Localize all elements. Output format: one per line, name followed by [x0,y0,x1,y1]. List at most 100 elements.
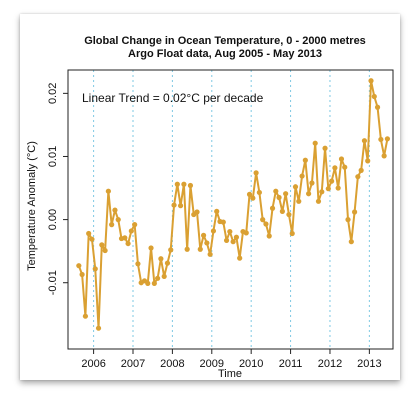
data-point-86 [358,167,364,173]
data-point-71 [309,180,315,186]
data-point-5 [92,266,98,272]
data-point-40 [207,251,213,257]
data-point-76 [325,186,331,192]
y-axis: -0.01 0.00 0.01 0.02 [47,83,68,295]
data-point-4 [89,236,95,242]
series-point-group [76,78,391,331]
data-point-82 [345,217,351,223]
y-tick-label-2: 0.01 [47,146,59,167]
data-point-24 [155,275,161,281]
data-point-61 [276,194,282,201]
data-point-21 [145,280,151,286]
data-point-28 [168,247,174,253]
data-point-22 [148,245,154,251]
grid-lines [93,70,370,349]
data-point-6 [95,325,102,331]
data-point-7 [99,242,105,248]
x-tick-label-2010: 2010 [239,358,263,370]
data-point-78 [332,165,338,171]
x-axis-label: Time [218,368,242,380]
x-tick-label-2009: 2009 [200,358,224,370]
data-point-25 [158,256,164,262]
data-point-72 [312,140,318,146]
data-point-32 [181,181,187,187]
data-point-75 [322,145,328,151]
data-point-68 [299,173,305,179]
data-point-45 [223,237,230,244]
data-point-10 [109,222,115,228]
data-point-79 [335,185,341,191]
data-point-30 [174,181,180,187]
x-tick-label-2012: 2012 [318,358,342,370]
y-tick-label-1: 0.00 [47,209,59,230]
data-point-59 [269,205,276,211]
chart-svg: Global Change in Ocean Temperature, 0 - … [26,35,394,380]
data-point-62 [279,208,285,214]
data-point-0 [76,263,82,269]
data-point-38 [200,232,207,238]
data-point-93 [381,153,387,159]
plot-frame [67,69,394,350]
data-point-53 [250,195,256,201]
data-point-54 [253,170,259,176]
data-point-39 [204,240,210,246]
data-point-9 [105,188,111,194]
data-point-66 [292,184,299,190]
chart-title: Global Change in Ocean Temperature, 0 - … [84,35,366,47]
data-point-2 [82,313,89,319]
data-point-34 [187,182,194,189]
data-point-89 [368,78,374,84]
x-axis: 2006 2007 2008 2009 2010 2011 2012 2013 [81,349,382,370]
data-point-27 [164,260,171,266]
data-point-17 [132,222,138,228]
data-point-84 [351,209,358,215]
data-point-44 [220,219,226,225]
data-point-23 [151,280,157,286]
data-point-36 [194,209,200,215]
data-point-46 [227,228,233,235]
trend-annotation: Linear Trend = 0.02°C per decade [82,91,264,105]
x-tick-label-2006: 2006 [81,358,105,370]
data-point-57 [263,221,269,227]
chart-card: Global Change in Ocean Temperature, 0 - … [20,14,400,380]
x-tick-label-2007: 2007 [121,358,145,370]
data-point-69 [302,157,308,163]
data-point-81 [342,164,348,170]
series-line-group [77,79,389,330]
y-tick-label-3: 0.02 [47,83,59,104]
data-point-8 [102,247,108,254]
data-point-51 [243,230,249,236]
data-point-80 [338,156,345,162]
x-tick-label-2013: 2013 [357,358,381,370]
data-point-16 [128,228,134,234]
data-point-91 [374,104,381,110]
data-point-67 [296,198,302,204]
temperature-series-line [77,79,389,330]
y-axis-label: Temperature Anomaly (°C) [26,141,38,271]
data-point-47 [230,239,236,245]
data-point-37 [197,246,203,252]
data-point-88 [365,158,371,164]
data-point-77 [329,178,335,184]
data-point-64 [286,211,292,218]
data-point-26 [161,273,167,280]
data-point-11 [112,207,118,213]
data-point-12 [115,217,121,223]
data-point-41 [210,228,217,234]
data-point-48 [233,234,240,240]
x-tick-label-2008: 2008 [160,358,184,370]
data-point-63 [283,191,289,197]
data-point-83 [348,239,354,245]
data-point-15 [125,240,131,247]
data-point-49 [237,255,243,261]
x-tick-label-2011: 2011 [279,358,303,370]
data-point-58 [266,233,272,239]
y-tick-label-0: -0.01 [47,270,59,295]
data-point-55 [256,189,262,196]
data-point-33 [184,246,190,252]
chart-subtitle: Argo Float data, Aug 2005 - May 2013 [128,48,322,60]
data-point-87 [361,138,368,144]
data-point-65 [289,230,295,237]
data-point-29 [171,202,177,208]
data-point-73 [315,198,322,204]
